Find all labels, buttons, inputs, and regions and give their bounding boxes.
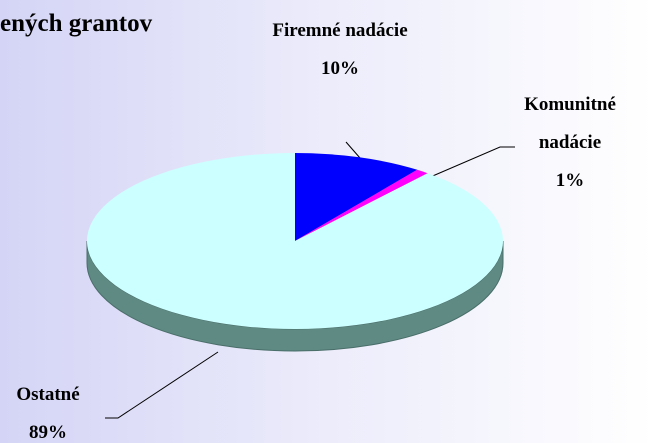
value-label: 10% — [321, 58, 359, 79]
category-label: Ostatné — [16, 384, 80, 405]
category-label: Firemné nadácie — [272, 20, 408, 41]
slice-label: Komunitné nadácie 1% — [505, 86, 635, 200]
leader-line — [345, 141, 361, 159]
pie-slice — [295, 153, 418, 241]
chart-title: ených grantov — [0, 10, 153, 37]
value-label: 1% — [555, 170, 585, 191]
value-label: 89% — [29, 422, 67, 443]
category-label: Komunitné nadácie — [524, 94, 616, 153]
pie-slice — [87, 153, 503, 329]
slice-label: Ostatné 89% — [0, 376, 96, 443]
slice-label: Firemné nadácie 10% — [270, 12, 410, 88]
leader-line — [105, 351, 219, 419]
leader-line — [427, 146, 515, 179]
pie-slice — [295, 169, 428, 241]
